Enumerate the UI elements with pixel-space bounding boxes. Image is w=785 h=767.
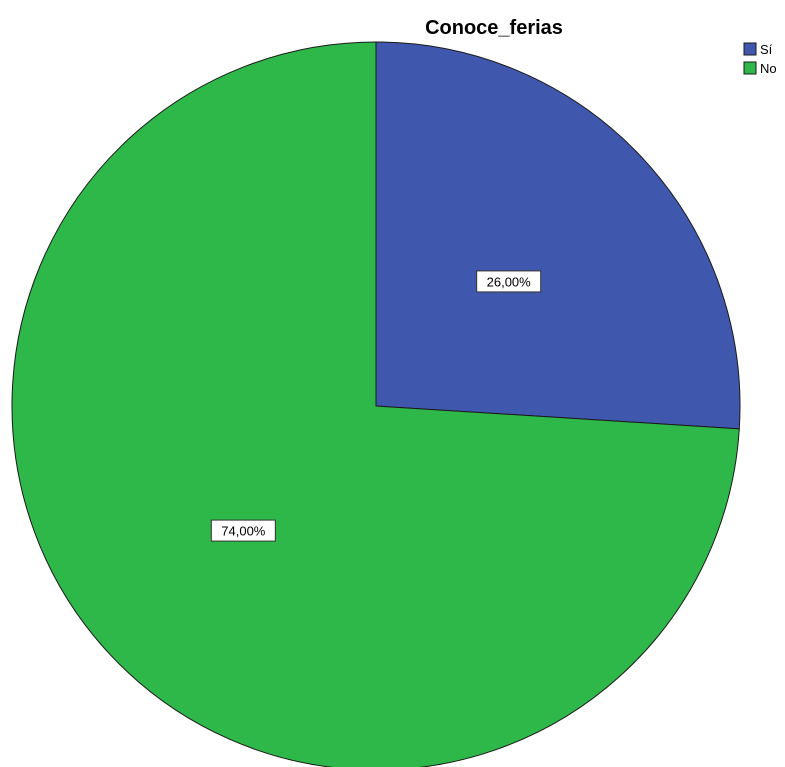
pie-slices bbox=[11, 41, 741, 767]
chart-title: Conoce_ferias bbox=[425, 17, 563, 39]
slice-label-text: 26,00% bbox=[487, 274, 532, 289]
legend-item-si: Sí bbox=[743, 42, 773, 57]
legend-label: No bbox=[760, 61, 777, 76]
legend-swatch bbox=[743, 61, 757, 75]
legend-label: Sí bbox=[760, 42, 773, 57]
slice-label-box bbox=[476, 270, 542, 293]
legend-swatch bbox=[743, 42, 757, 56]
slice-labels: 26,00% 74,00% bbox=[210, 270, 542, 542]
pie-slice-si bbox=[375, 41, 741, 430]
legend: Sí No bbox=[743, 42, 777, 76]
legend-item-no: No bbox=[743, 61, 777, 76]
slice-label-box bbox=[210, 519, 276, 542]
slice-label-text: 74,00% bbox=[221, 524, 266, 539]
slice-label-no: 74,00% bbox=[210, 519, 276, 542]
pie-slice-no bbox=[11, 41, 740, 767]
slice-label-si: 26,00% bbox=[476, 270, 542, 293]
